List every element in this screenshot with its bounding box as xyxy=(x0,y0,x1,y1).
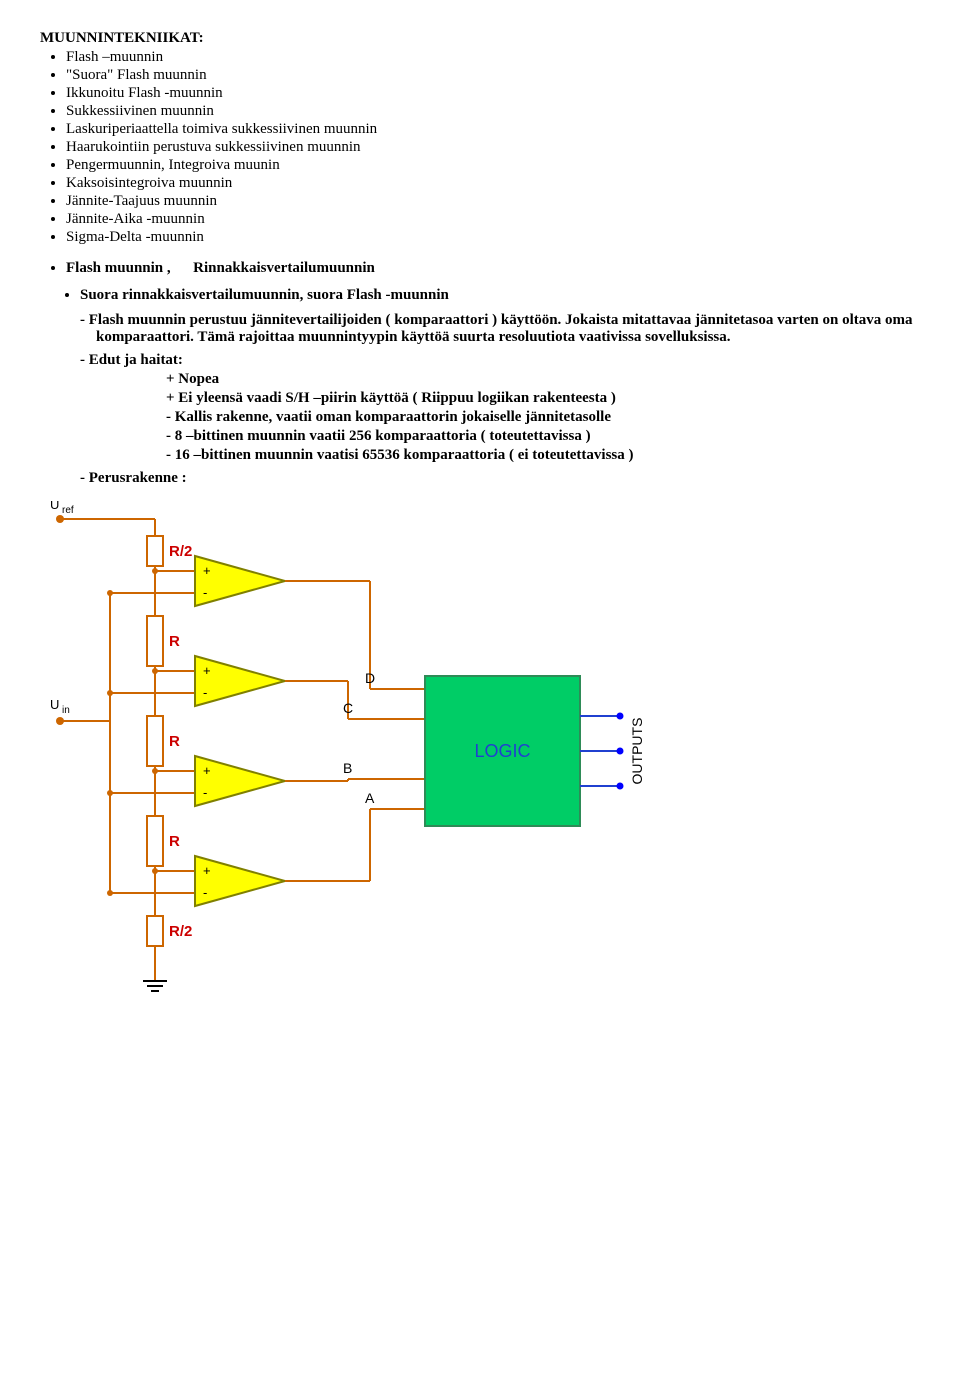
list-item: Jännite-Aika -muunnin xyxy=(66,211,920,228)
svg-text:U: U xyxy=(50,501,59,512)
svg-text:LOGIC: LOGIC xyxy=(474,741,530,761)
list-item: Sukkessiivinen muunnin xyxy=(66,103,920,120)
circuit-diagram: Uref R/2 R R R R/2 Uin + - D + - C + - B + - A LOGIC OUTPUTS xyxy=(40,501,920,1021)
svg-text:A: A xyxy=(365,790,375,806)
svg-text:+: + xyxy=(203,863,211,878)
svg-text:U: U xyxy=(50,697,59,712)
svg-text:ref: ref xyxy=(62,505,74,516)
svg-text:R: R xyxy=(169,633,180,650)
list-item: "Suora" Flash muunnin xyxy=(66,67,920,84)
sub-dash-line: - 16 –bittinen muunnin vaatisi 65536 kom… xyxy=(166,447,920,464)
svg-text:in: in xyxy=(62,705,70,716)
svg-text:B: B xyxy=(343,760,352,776)
edut-ja-haitat: Edut ja haitat: + Nopea + Ei yleensä vaa… xyxy=(80,352,920,464)
sub-dash-line: - 8 –bittinen muunnin vaatii 256 kompara… xyxy=(166,428,920,445)
edut-line: + Ei yleensä vaadi S/H –piirin käyttöä (… xyxy=(166,390,920,407)
paragraph: Flash muunnin perustuu jännitevertailijo… xyxy=(80,312,920,346)
svg-text:C: C xyxy=(343,700,353,716)
svg-text:-: - xyxy=(203,885,207,900)
svg-text:R/2: R/2 xyxy=(169,923,192,940)
svg-text:-: - xyxy=(203,585,207,600)
list-item: Ikkunoitu Flash -muunnin xyxy=(66,85,920,102)
svg-text:+: + xyxy=(203,763,211,778)
svg-text:R/2: R/2 xyxy=(169,543,192,560)
list-item: Flash –muunnin xyxy=(66,49,920,66)
list-item: Kaksoisintegroiva muunnin xyxy=(66,175,920,192)
edut-title: Edut ja haitat: xyxy=(89,352,183,368)
svg-text:+: + xyxy=(203,663,211,678)
svg-text:R: R xyxy=(169,833,180,850)
svg-text:R: R xyxy=(169,733,180,750)
list-item: Jännite-Taajuus muunnin xyxy=(66,193,920,210)
techniques-list: Flash –muunnin "Suora" Flash muunnin Ikk… xyxy=(40,49,920,246)
list-item: Haarukointiin perustuva sukkessiivinen m… xyxy=(66,139,920,156)
perusrakenne-label: Perusrakenne : xyxy=(80,470,920,487)
section-header: Flash muunnin , Rinnakkaisvertailumuunni… xyxy=(66,260,920,277)
svg-text:+: + xyxy=(203,563,211,578)
page-title: MUUNNINTEKNIIKAT: xyxy=(40,30,920,47)
svg-text:-: - xyxy=(203,685,207,700)
list-item: Sigma-Delta -muunnin xyxy=(66,229,920,246)
svg-text:-: - xyxy=(203,785,207,800)
svg-text:D: D xyxy=(365,670,375,686)
edut-line: - Kallis rakenne, vaatii oman komparaatt… xyxy=(166,409,920,426)
list-item: Pengermuunnin, Integroiva muunin xyxy=(66,157,920,174)
subsection-header: Suora rinnakkaisvertailumuunnin, suora F… xyxy=(80,287,920,304)
svg-text:OUTPUTS: OUTPUTS xyxy=(629,718,645,785)
edut-line: + Nopea xyxy=(166,371,920,388)
list-item: Laskuriperiaattella toimiva sukkessiivin… xyxy=(66,121,920,138)
